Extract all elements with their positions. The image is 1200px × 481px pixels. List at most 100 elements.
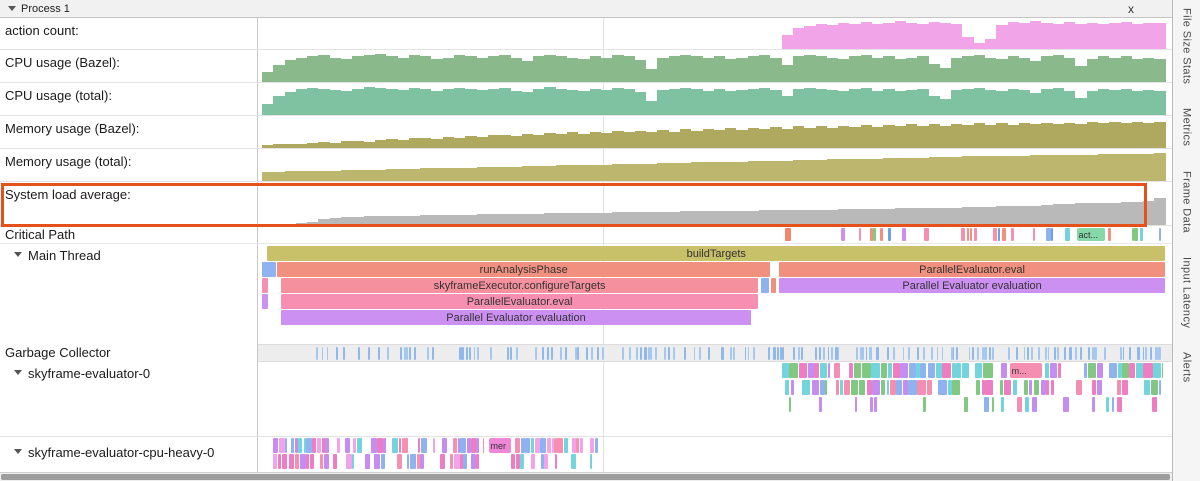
- trace-slice[interactable]: [843, 380, 851, 395]
- trace-slice[interactable]: [1016, 397, 1022, 412]
- trace-slice[interactable]: [1122, 380, 1129, 395]
- trace-slice[interactable]: [789, 363, 799, 378]
- trace-slice[interactable]: [1131, 228, 1135, 241]
- trace-slice[interactable]: [781, 347, 784, 360]
- trace-slice[interactable]: [288, 454, 294, 469]
- trace-slice[interactable]: [966, 228, 970, 241]
- trace-slice[interactable]: [952, 380, 961, 395]
- trace-slice[interactable]: [873, 397, 877, 412]
- trace-slice[interactable]: [622, 347, 625, 360]
- trace-slice[interactable]: [870, 397, 874, 412]
- memory-usage-total-chart[interactable]: [258, 149, 1172, 181]
- trace-slice[interactable]: [985, 380, 993, 395]
- track-label-skyframe-evaluator-cpu-heavy-0[interactable]: skyframe-evaluator-cpu-heavy-0: [0, 437, 258, 472]
- trace-slice[interactable]: [730, 347, 733, 360]
- trace-slice[interactable]: [356, 438, 362, 453]
- trace-slice[interactable]: [792, 347, 795, 360]
- trace-slice[interactable]: [294, 438, 298, 453]
- trace-slice[interactable]: [482, 438, 484, 453]
- trace-slice[interactable]: [466, 438, 472, 453]
- trace-slice[interactable]: [937, 380, 947, 395]
- trace-slice[interactable]: [1158, 380, 1162, 395]
- trace-slice[interactable]: [1024, 397, 1030, 412]
- flame-span[interactable]: buildTargets: [267, 246, 1166, 261]
- trace-slice[interactable]: [1091, 380, 1097, 395]
- trace-slice[interactable]: [1047, 347, 1050, 360]
- trace-slice[interactable]: [281, 454, 288, 469]
- trace-slice[interactable]: [1046, 380, 1050, 395]
- trace-slice[interactable]: [316, 438, 322, 453]
- trace-slice[interactable]: [427, 347, 429, 360]
- trace-slice[interactable]: [936, 347, 939, 360]
- trace-slice[interactable]: [1158, 228, 1162, 241]
- trace-slice[interactable]: [402, 438, 409, 453]
- trace-slice[interactable]: [1096, 380, 1102, 395]
- trace-slice[interactable]: [835, 347, 838, 360]
- trace-slice[interactable]: [853, 363, 862, 378]
- trace-slice[interactable]: [668, 347, 670, 360]
- trace-slice[interactable]: [1033, 228, 1036, 241]
- tab-file-size-stats[interactable]: File Size Stats: [1180, 8, 1193, 85]
- flame-span[interactable]: runAnalysisPhase: [277, 262, 771, 277]
- trace-slice[interactable]: [836, 380, 840, 395]
- tab-input-latency[interactable]: Input Latency: [1180, 256, 1193, 328]
- trace-slice[interactable]: [471, 454, 476, 469]
- trace-slice[interactable]: [956, 363, 961, 378]
- trace-slice[interactable]: [915, 363, 921, 378]
- trace-slice[interactable]: [779, 347, 782, 360]
- trace-slice[interactable]: [1024, 380, 1028, 395]
- skyframe-evaluator-0-chart[interactable]: m...: [258, 362, 1172, 436]
- trace-slice[interactable]: [951, 363, 956, 378]
- trace-slice[interactable]: [892, 347, 895, 360]
- flame-span[interactable]: ParallelEvaluator.eval: [280, 294, 759, 309]
- trace-slice[interactable]: [893, 363, 900, 378]
- trace-slice[interactable]: [955, 347, 958, 360]
- trace-slice[interactable]: [345, 438, 350, 453]
- trace-slice[interactable]: [908, 363, 916, 378]
- trace-slice[interactable]: [820, 380, 825, 395]
- trace-slice[interactable]: [855, 347, 858, 360]
- trace-slice[interactable]: [460, 438, 466, 453]
- trace-slice[interactable]: [917, 380, 926, 395]
- trace-slice[interactable]: [1004, 380, 1012, 395]
- trace-slice[interactable]: [781, 363, 789, 378]
- trace-slice[interactable]: [1001, 228, 1006, 241]
- trace-slice[interactable]: [1026, 347, 1030, 360]
- critical-path-chart[interactable]: act...: [258, 226, 1172, 243]
- trace-slice[interactable]: [890, 380, 896, 395]
- trace-slice[interactable]: [862, 363, 872, 378]
- trace-slice[interactable]: [801, 347, 804, 360]
- trace-slice[interactable]: [992, 347, 994, 360]
- trace-slice[interactable]: [1092, 397, 1096, 412]
- trace-slice[interactable]: [465, 347, 468, 360]
- trace-slice[interactable]: [848, 363, 854, 378]
- trace-slice[interactable]: [404, 347, 406, 360]
- trace-slice[interactable]: [570, 454, 577, 469]
- trace-slice[interactable]: [976, 347, 980, 360]
- trace-slice[interactable]: [539, 438, 547, 453]
- trace-slice[interactable]: [971, 347, 975, 360]
- trace-slice[interactable]: [903, 347, 905, 360]
- trace-slice[interactable]: [515, 347, 518, 360]
- trace-slice[interactable]: [976, 380, 981, 395]
- trace-slice[interactable]: [431, 347, 434, 360]
- flame-span[interactable]: skyframeExecutor.configureTargets: [280, 278, 759, 293]
- trace-slice[interactable]: [1046, 228, 1051, 241]
- trace-slice[interactable]: [1120, 347, 1122, 360]
- trace-slice[interactable]: [649, 347, 653, 360]
- trace-slice[interactable]: [357, 347, 360, 360]
- trace-slice[interactable]: [834, 363, 840, 378]
- trace-slice[interactable]: [589, 454, 592, 469]
- trace-slice[interactable]: [563, 438, 568, 453]
- trace-slice[interactable]: [768, 347, 770, 360]
- critical-path-slice[interactable]: [784, 228, 791, 241]
- trace-slice[interactable]: [1065, 228, 1071, 241]
- trace-slice[interactable]: [1033, 380, 1040, 395]
- trace-slice[interactable]: [819, 347, 822, 360]
- trace-slice[interactable]: [417, 438, 421, 453]
- trace-slice[interactable]: [1137, 347, 1140, 360]
- trace-slice[interactable]: [413, 347, 416, 360]
- trace-slice[interactable]: [888, 363, 893, 378]
- trace-slice[interactable]: [398, 438, 402, 453]
- collapse-arrow-icon[interactable]: [14, 449, 22, 454]
